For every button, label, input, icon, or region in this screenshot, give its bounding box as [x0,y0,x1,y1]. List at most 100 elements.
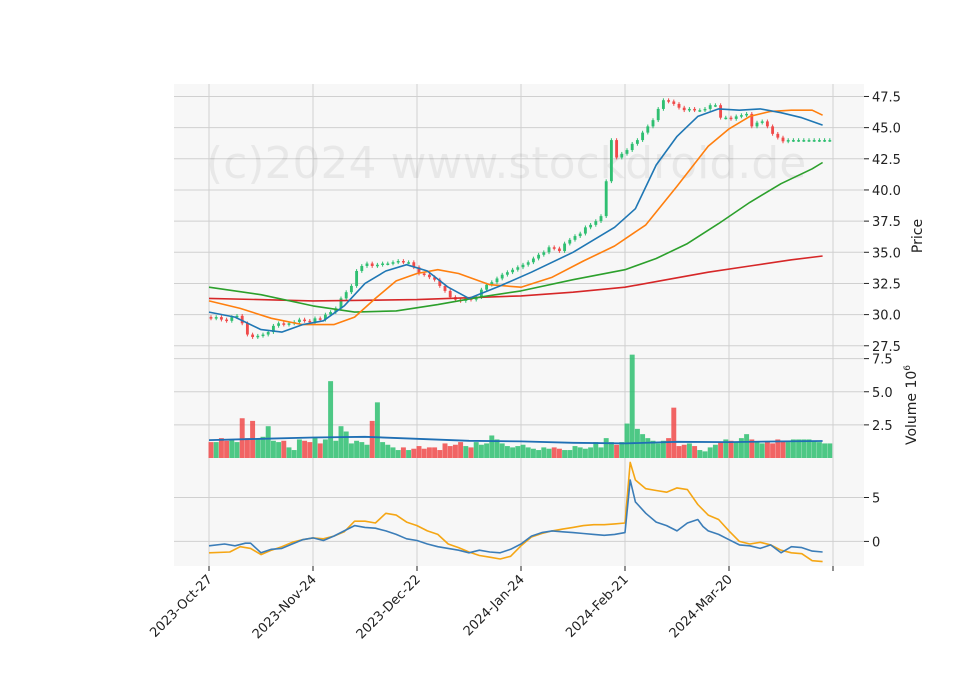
volume-bar [343,431,349,458]
candle-body [823,140,827,142]
volume-bar [790,439,796,458]
volume-bar [291,450,297,458]
volume-bar [551,447,557,458]
candle-body [615,140,619,158]
volume-bar [536,450,542,458]
volume-bar [322,439,328,458]
candle-body [620,153,624,158]
candle-body [214,317,218,319]
volume-bar [234,442,240,458]
volume-bar [650,440,656,458]
volume-bar [416,446,422,458]
volume-bar [364,444,370,458]
volume-bar [577,447,583,458]
candle-body [349,285,353,293]
volume-bar [733,442,739,458]
candle-body [370,263,374,266]
price-tick-label: 32.5 [872,277,901,292]
candle-body [433,277,437,280]
volume-bar [385,444,391,458]
volume-bar [640,434,646,458]
candle-body [287,323,291,325]
volume-ma-line [208,435,823,445]
volume-bar [827,443,833,458]
candle-body [334,308,338,313]
volume-bar [671,407,677,458]
candle-body [230,317,234,321]
osc-tick-label: 5 [872,492,880,507]
volume-bar [244,438,250,458]
candle-body [407,262,411,264]
volume-bar [666,438,672,458]
volume-bar [447,446,453,458]
volume-bar [593,442,599,458]
candle-body [521,264,525,268]
candle-body [630,143,634,151]
volume-bar [801,439,807,458]
candle-body [781,137,785,142]
candle-body [391,262,395,264]
osc-blue-line [208,479,823,554]
candle-body [251,334,255,338]
volume-bar [562,450,568,458]
oscillator-panel [174,458,864,566]
candle-body [396,261,400,263]
volume-bar [530,448,536,458]
candle-body [490,282,494,285]
candle-body [271,325,275,333]
price-axis-label: Price [910,219,926,253]
volume-bar [759,443,765,458]
candle-body [635,140,639,144]
volume-bar [749,439,755,458]
candle-body [791,140,795,142]
volume-bar [426,447,432,458]
candle-body [386,263,390,265]
volume-bar [738,438,744,458]
volume-bar [333,440,339,458]
volume-bar [515,446,521,458]
volume-bar [400,447,406,458]
candle-body [698,110,702,112]
candle-body [225,319,229,322]
volume-bar [702,451,708,458]
candle-body [381,263,385,265]
candle-body [360,265,364,271]
volume-bar [406,450,412,458]
candle-body [245,323,249,335]
price-tick-label: 40.0 [872,184,901,199]
volume-bar [603,438,609,458]
candle-body [568,239,572,244]
volume-bar [411,448,417,458]
volume-bar [707,447,713,458]
volume-bar [224,440,230,458]
volume-bar [744,434,750,458]
ma-mid-line [208,109,823,326]
volume-bar [265,426,271,458]
volume-bar [255,439,261,458]
volume-bar [608,442,614,458]
candle-body [318,318,322,320]
volume-axis-label: Volume 106 [903,365,920,445]
volume-bar [816,442,822,458]
volume-bar [499,443,505,458]
candle-body [485,284,489,290]
volume-bar [723,439,729,458]
volume-bar [556,448,562,458]
volume-bar [718,442,724,458]
volume-bar [614,444,620,458]
volume-bar [655,443,661,458]
volume-bar [681,444,687,458]
volume-bar [218,438,224,458]
candle-body [531,258,535,263]
volume-bar [432,447,438,458]
candle-body [308,320,312,323]
volume-bar [452,444,458,458]
volume-bar [645,438,651,458]
volume-bar [354,440,360,458]
volume-bar [754,442,760,458]
candle-body [438,279,442,286]
candle-body [573,236,577,240]
volume-bar [286,447,292,458]
volume-bar [780,440,786,458]
candle-body [693,108,697,111]
